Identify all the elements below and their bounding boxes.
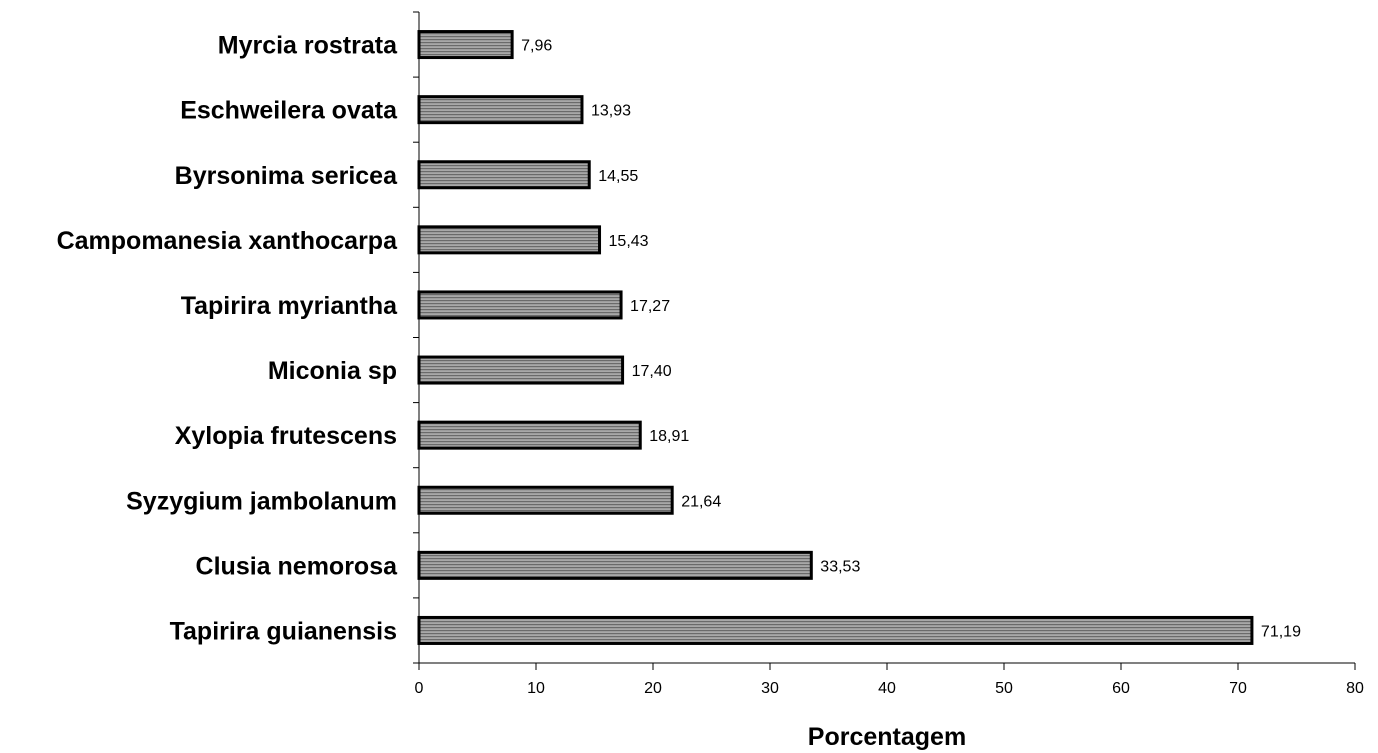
x-tick-label-1: 10 [527,680,545,697]
x-axis-title: Porcentagem [808,723,966,751]
x-tick-label-3: 30 [761,680,779,697]
category-label-8: Clusia nemorosa [196,552,399,580]
value-label-0: 7,96 [521,38,552,55]
bar-5 [419,357,623,383]
bar-2 [419,162,589,188]
bar-4 [419,292,621,318]
category-label-9: Tapirira guianensis [170,617,397,645]
bar-9 [419,617,1252,643]
category-label-6: Xylopia frutescens [175,422,397,450]
bar-6 [419,422,640,448]
x-tick-label-5: 50 [995,680,1013,697]
bars-group [419,32,1252,644]
x-tick-label-8: 80 [1346,680,1364,697]
value-label-3: 15,43 [609,233,649,250]
bar-1 [419,97,582,123]
value-label-9: 71,19 [1261,623,1301,640]
category-label-1: Eschweilera ovata [180,97,398,125]
category-labels: Myrcia rostrata Eschweilera ovata Byrsonim… [57,32,399,646]
bar-7 [419,487,672,513]
x-tick-label-4: 40 [878,680,896,697]
category-label-3: Campomanesia xanthocarpa [57,227,398,255]
bar-8 [419,552,811,578]
category-label-7: Syzygium jambolanum [126,487,397,515]
value-label-5: 17,40 [632,363,672,380]
category-label-2: Byrsonima sericea [175,162,398,190]
x-tick-label-2: 20 [644,680,662,697]
x-tick-label-7: 70 [1229,680,1247,697]
value-label-6: 18,91 [649,428,689,445]
value-label-4: 17,27 [630,298,670,315]
category-label-5: Miconia sp [268,357,397,385]
value-label-8: 33,53 [820,558,860,575]
value-label-7: 21,64 [681,493,721,510]
value-labels: 7,96 13,93 14,55 15,43 17,27 17,40 18,91 21,64 3… [521,38,1301,641]
category-label-4: Tapirira myriantha [181,292,398,320]
x-tick-label-0: 0 [415,680,424,697]
x-tick-label-6: 60 [1112,680,1130,697]
bar-0 [419,32,512,58]
category-label-0: Myrcia rostrata [218,32,398,60]
value-label-1: 13,93 [591,103,631,120]
bar-3 [419,227,600,253]
value-label-2: 14,55 [598,168,638,185]
